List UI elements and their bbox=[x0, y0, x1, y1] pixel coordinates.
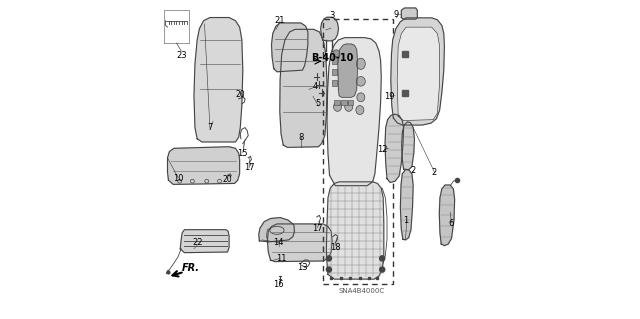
Polygon shape bbox=[338, 44, 358, 97]
Circle shape bbox=[380, 267, 385, 272]
Text: 14: 14 bbox=[273, 238, 284, 247]
Text: 12: 12 bbox=[378, 145, 388, 154]
Polygon shape bbox=[402, 122, 415, 170]
Bar bbox=[348, 100, 353, 105]
Ellipse shape bbox=[345, 102, 353, 111]
Text: 23: 23 bbox=[176, 51, 186, 60]
Ellipse shape bbox=[333, 102, 342, 111]
Circle shape bbox=[326, 256, 332, 261]
Text: 19: 19 bbox=[383, 92, 394, 101]
Text: 21: 21 bbox=[275, 16, 285, 25]
Text: 20: 20 bbox=[236, 90, 245, 99]
Bar bbox=[332, 80, 337, 86]
Polygon shape bbox=[385, 114, 404, 182]
Ellipse shape bbox=[357, 93, 365, 102]
Bar bbox=[334, 100, 340, 105]
Polygon shape bbox=[194, 18, 243, 142]
Polygon shape bbox=[397, 27, 440, 121]
Text: 8: 8 bbox=[298, 133, 303, 142]
Polygon shape bbox=[391, 18, 444, 125]
Text: 9: 9 bbox=[394, 10, 399, 19]
Text: B-40-10: B-40-10 bbox=[311, 53, 353, 63]
Text: 2: 2 bbox=[431, 168, 436, 177]
Text: 4: 4 bbox=[312, 82, 317, 91]
Polygon shape bbox=[271, 23, 308, 72]
Text: 11: 11 bbox=[276, 254, 287, 263]
Text: 7: 7 bbox=[207, 123, 212, 132]
Polygon shape bbox=[259, 218, 294, 242]
Text: SNA4B4000C: SNA4B4000C bbox=[339, 288, 385, 294]
Text: 13: 13 bbox=[297, 263, 308, 272]
Text: 2: 2 bbox=[411, 166, 416, 175]
Polygon shape bbox=[401, 8, 417, 19]
Polygon shape bbox=[280, 29, 327, 147]
Polygon shape bbox=[401, 170, 413, 240]
Ellipse shape bbox=[333, 50, 340, 59]
Polygon shape bbox=[168, 147, 239, 184]
Bar bbox=[341, 100, 347, 105]
Bar bbox=[332, 56, 337, 64]
Text: 3: 3 bbox=[330, 11, 335, 20]
Ellipse shape bbox=[356, 58, 365, 70]
Polygon shape bbox=[326, 182, 384, 279]
Ellipse shape bbox=[356, 77, 365, 86]
Text: 1: 1 bbox=[403, 216, 409, 225]
Ellipse shape bbox=[356, 106, 364, 115]
Polygon shape bbox=[180, 230, 229, 253]
Text: FR.: FR. bbox=[182, 263, 200, 273]
Circle shape bbox=[380, 256, 385, 261]
Polygon shape bbox=[268, 224, 332, 262]
Circle shape bbox=[326, 267, 332, 272]
Polygon shape bbox=[321, 17, 339, 41]
Text: 6: 6 bbox=[449, 219, 454, 228]
Text: 17: 17 bbox=[312, 224, 323, 233]
Text: 5: 5 bbox=[316, 99, 321, 108]
Polygon shape bbox=[439, 185, 454, 246]
Bar bbox=[332, 69, 337, 75]
Text: 18: 18 bbox=[330, 243, 340, 252]
Text: 10: 10 bbox=[173, 174, 183, 183]
Text: 20: 20 bbox=[223, 175, 232, 184]
Polygon shape bbox=[327, 38, 381, 186]
Text: 16: 16 bbox=[273, 280, 284, 289]
Text: 22: 22 bbox=[192, 238, 202, 247]
Text: 15: 15 bbox=[237, 149, 248, 158]
Text: 17: 17 bbox=[244, 163, 255, 172]
